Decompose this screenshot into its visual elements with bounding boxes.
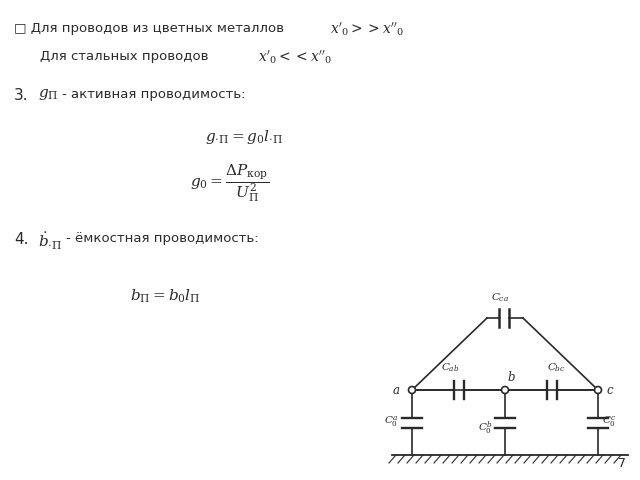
Text: $c$: $c$ — [606, 384, 614, 397]
Circle shape — [502, 386, 509, 394]
Text: $C_0^c$: $C_0^c$ — [602, 415, 616, 429]
Circle shape — [595, 386, 602, 394]
Text: $C_0^b$: $C_0^b$ — [478, 420, 493, 437]
Text: $g_{{\cdot\mathrm{\Pi}}} = g_0 l_{{\cdot\mathrm{\Pi}}}$: $g_{{\cdot\mathrm{\Pi}}} = g_0 l_{{\cdot… — [205, 128, 283, 146]
Text: $C_0^a$: $C_0^a$ — [383, 415, 398, 429]
Text: $x'_0 << x''_0$: $x'_0 << x''_0$ — [258, 48, 332, 66]
Text: $x'_0 >> x''_0$: $x'_0 >> x''_0$ — [330, 20, 404, 37]
Text: $g_0 = \dfrac{\Delta P_{\mathrm{\kappa o p}}}{U_{\mathrm{\Pi}}^2}$: $g_0 = \dfrac{\Delta P_{\mathrm{\kappa o… — [190, 162, 269, 204]
Text: $b_{{\mathrm{\Pi}}} = b_0 l_{{\mathrm{\Pi}}}$: $b_{{\mathrm{\Pi}}} = b_0 l_{{\mathrm{\P… — [130, 288, 200, 305]
Text: - ёмкостная проводимость:: - ёмкостная проводимость: — [66, 232, 259, 245]
Text: □ Для проводов из цветных металлов: □ Для проводов из цветных металлов — [14, 22, 284, 35]
Text: 7: 7 — [618, 457, 626, 470]
Text: $\dot{b}_{{\cdot\mathrm{\Pi}}}$: $\dot{b}_{{\cdot\mathrm{\Pi}}}$ — [38, 231, 62, 252]
Text: $C_{ca}$: $C_{ca}$ — [491, 291, 509, 304]
Text: $b$: $b$ — [507, 370, 516, 384]
Text: $C_{ab}$: $C_{ab}$ — [441, 361, 460, 374]
Text: - активная проводимость:: - активная проводимость: — [62, 88, 246, 101]
Text: $C_{bc}$: $C_{bc}$ — [547, 361, 566, 374]
Circle shape — [408, 386, 415, 394]
Text: 3.: 3. — [14, 88, 29, 103]
Text: $g_{\mathrm{\Pi}}$: $g_{\mathrm{\Pi}}$ — [38, 87, 58, 102]
Text: Для стальных проводов: Для стальных проводов — [40, 50, 209, 63]
Text: 4.: 4. — [14, 232, 29, 247]
Text: $a$: $a$ — [392, 384, 400, 397]
